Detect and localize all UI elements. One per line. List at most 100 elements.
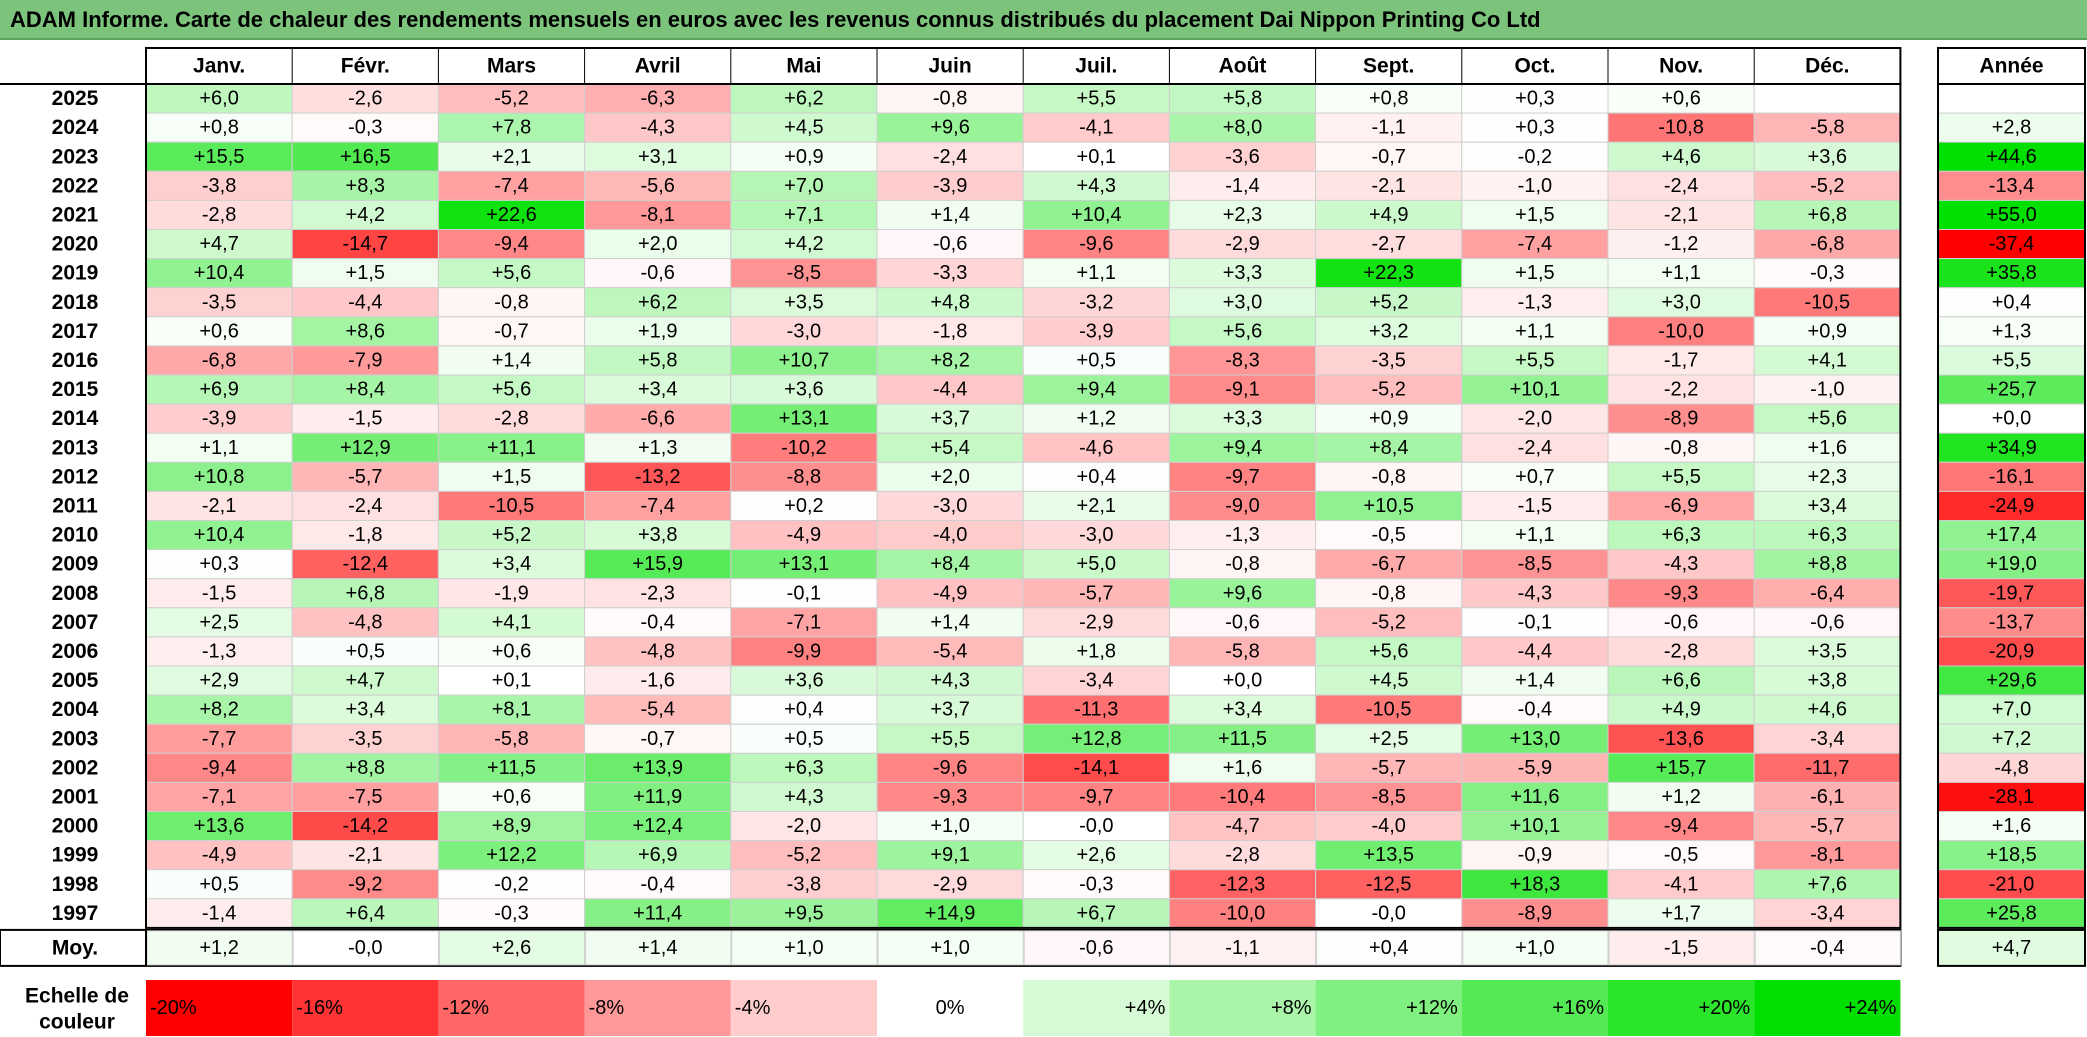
cell-value: +0,5: [199, 873, 238, 895]
heatmap-cell: [876, 141, 1024, 172]
annual-value: +29,6: [1986, 670, 2037, 692]
heatmap-cell: [291, 869, 439, 900]
cell-value: -14,7: [343, 233, 389, 255]
heatmap-cell: [1022, 723, 1170, 754]
heatmap-cell: [1022, 258, 1170, 289]
year-label-2025: 2025: [52, 87, 99, 110]
cell-value: +3,0: [1223, 291, 1262, 313]
heatmap-cell: [1753, 170, 1901, 201]
year-label-2008: 2008: [52, 582, 99, 605]
cell-value: +2,1: [492, 146, 531, 168]
cell-value: +0,1: [1077, 146, 1116, 168]
year-label-2023: 2023: [52, 145, 99, 168]
cell-value: -1,0: [1518, 175, 1552, 197]
cell-value: +3,6: [1808, 146, 1847, 168]
cell-value: -3,9: [202, 408, 236, 430]
cell-value: -7,4: [1518, 233, 1552, 255]
cell-value: -3,0: [933, 495, 967, 517]
heatmap-cell: [145, 811, 293, 842]
heatmap-cell: [584, 287, 732, 318]
heatmap-cell: [1461, 287, 1609, 318]
heatmap-cell: [437, 199, 586, 230]
cell-value: -5,7: [1810, 815, 1844, 837]
heatmap-cell: [730, 403, 878, 434]
annual-cell: [1937, 636, 2086, 667]
cell-value: -5,9: [1518, 757, 1552, 779]
cell-value: +4,7: [199, 233, 238, 255]
heatmap-cell: [1168, 869, 1317, 900]
cell-value: -2,0: [1518, 408, 1552, 430]
average-value: +1,4: [638, 937, 677, 959]
cell-value: +1,9: [638, 320, 677, 342]
average-value: +1,0: [1515, 937, 1554, 959]
cell-value: -9,7: [1225, 466, 1259, 488]
cell-value: -10,0: [1220, 902, 1266, 924]
legend-stop: -4%: [735, 997, 771, 1019]
average-cell: [1462, 930, 1609, 966]
heatmap-cell: [1022, 229, 1170, 260]
cell-value: +9,4: [1077, 379, 1116, 401]
heatmap-cell: [437, 229, 586, 260]
average-cell: [1316, 930, 1463, 966]
annual-cell: [1937, 170, 2086, 201]
heatmap-cell: [1168, 694, 1317, 725]
legend-swatch: [877, 980, 1024, 1036]
year-label-2007: 2007: [52, 611, 99, 634]
month-header-12: Déc.: [1805, 55, 1849, 78]
annual-value: +7,2: [1992, 728, 2031, 750]
cell-value: +2,3: [1223, 204, 1262, 226]
cell-value: +10,4: [194, 524, 245, 546]
cell-value: -1,5: [1518, 495, 1552, 517]
cell-value: +6,2: [638, 291, 677, 313]
cell-value: +8,4: [1369, 437, 1408, 459]
annual-value: +34,9: [1986, 437, 2037, 459]
year-label-2012: 2012: [52, 465, 99, 488]
heatmap-cell: [1753, 316, 1901, 347]
annual-frame: [1937, 83, 2086, 929]
heatmap-cell: [437, 287, 586, 318]
cell-value: +3,8: [638, 524, 677, 546]
average-value: -1,1: [1225, 937, 1259, 959]
annual-value: +2,8: [1992, 117, 2031, 139]
cell-value: +8,1: [492, 699, 531, 721]
cell-value: -5,8: [1810, 117, 1844, 139]
cell-value: -9,0: [1225, 495, 1259, 517]
heatmap-cell: [1168, 316, 1317, 347]
cell-value: -2,9: [933, 873, 967, 895]
cell-value: +4,3: [784, 786, 823, 808]
heatmap-cell: [730, 199, 878, 230]
cell-value: +4,1: [492, 611, 531, 633]
cell-value: -3,2: [1079, 291, 1113, 313]
heatmap-cell: [584, 374, 732, 405]
cell-value: +5,5: [1515, 349, 1554, 371]
heatmap-cell: [584, 229, 732, 260]
cell-value: +0,4: [784, 699, 823, 721]
cell-value: +3,3: [1223, 408, 1262, 430]
heatmap-cell: [1168, 520, 1317, 551]
heatmap-cell: [584, 170, 732, 201]
heatmap-cell: [1315, 840, 1463, 871]
cell-value: +5,2: [492, 524, 531, 546]
cell-value: +8,8: [346, 757, 385, 779]
cell-value: +0,6: [199, 320, 238, 342]
heatmap-cell: [1315, 752, 1463, 783]
cell-value: +3,3: [1223, 262, 1262, 284]
average-value: +1,0: [784, 937, 823, 959]
cell-value: -10,0: [1658, 320, 1704, 342]
heatmap-cell: [145, 636, 293, 667]
cell-value: -8,5: [787, 262, 821, 284]
cell-value: +5,5: [930, 728, 969, 750]
cell-value: +15,7: [1656, 757, 1707, 779]
year-label-2005: 2005: [52, 669, 99, 692]
cell-value: -9,7: [1079, 786, 1113, 808]
annual-cell: [1937, 229, 2086, 260]
average-cell: [731, 930, 878, 966]
heatmap-cell: [1607, 83, 1755, 114]
cell-value: -9,4: [202, 757, 236, 779]
cell-value: -6,3: [640, 88, 674, 110]
heatmap-cell: [876, 636, 1024, 667]
cell-value: +1,5: [1515, 262, 1554, 284]
legend-swatch: [146, 980, 293, 1036]
heatmap-cell: [1315, 403, 1463, 434]
heatmap-cell: [1607, 520, 1755, 551]
